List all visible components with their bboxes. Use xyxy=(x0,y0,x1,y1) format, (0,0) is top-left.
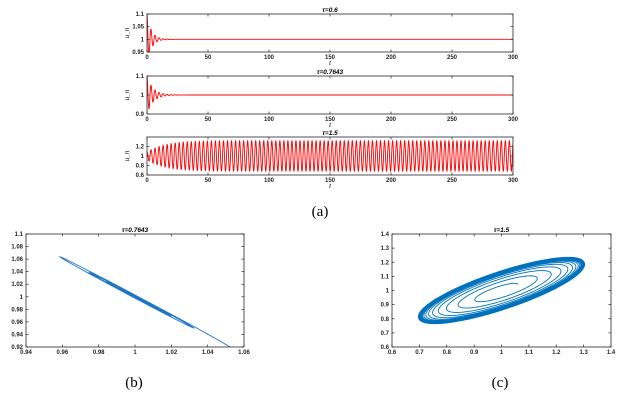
panel-b: 0.94 0.96 0.98 1 1.02 1.04 1.060.920.940.960.9… xyxy=(11,227,250,356)
y-tick-label: 1 xyxy=(141,37,145,43)
y-tick-label: 0.96 xyxy=(11,320,23,326)
limit-cycle xyxy=(417,256,586,325)
panel-a-top: 0 50 100 150 200 250 300 0.95 1 1.05 1.1 τ=0.6 t u_n xyxy=(124,7,519,67)
x-axis-label: t xyxy=(329,60,332,67)
y-tick-label: 1 xyxy=(141,154,145,160)
x-tick-label: 0.94 xyxy=(20,350,32,356)
caption-a: (a) xyxy=(312,204,329,220)
x-tick-label: 250 xyxy=(447,55,458,61)
y-tick-label: 1.04 xyxy=(11,270,23,276)
captions: (a) (b) (c) xyxy=(125,204,508,391)
x-tick-label: 1.1 xyxy=(525,350,534,356)
y-tick-label: 1.1 xyxy=(15,232,24,238)
y-tick-label: 1.06 xyxy=(11,257,23,263)
x-tick-label: 200 xyxy=(386,117,397,123)
y-tick-label: 1.1 xyxy=(136,12,145,18)
chart-title: τ=0.7643 xyxy=(122,227,149,234)
series-line xyxy=(147,76,513,110)
x-tick-label: 300 xyxy=(508,178,519,184)
x-tick-label: 0.8 xyxy=(443,350,452,356)
panel-a-bottom: 0 50 100 150 200 250 300 0.6 0.8 1 1.2 τ=1.5 t u_n xyxy=(124,130,519,190)
x-tick-label: 0.9 xyxy=(470,350,479,356)
chart-title: τ=0.6 xyxy=(322,7,338,14)
x-tick-label: 1.4 xyxy=(607,350,616,356)
y-tick-label: 0.98 xyxy=(11,307,23,313)
axes-box xyxy=(25,233,245,348)
y-tick-label: 0.7 xyxy=(381,331,390,337)
x-tick-label: 200 xyxy=(386,178,397,184)
y-tick-label: 0.9 xyxy=(136,112,145,118)
x-tick-label: 250 xyxy=(447,117,458,123)
y-tick-label: 1 xyxy=(20,295,24,301)
caption-b: (b) xyxy=(125,375,143,391)
panel-c: 0.6 0.7 0.8 0.9 1 1.1 1.2 1.3 1.4 0.6 0.7 0.8 0.9 1 1.… xyxy=(381,227,616,356)
x-tick-label: 1 xyxy=(500,350,504,356)
y-tick-label: 1.3 xyxy=(381,246,390,252)
x-tick-label: 250 xyxy=(447,178,458,184)
y-tick-label: 1.1 xyxy=(381,274,390,280)
y-tick-label: 0.94 xyxy=(11,332,23,338)
y-tick-label: 1.05 xyxy=(132,25,144,31)
axes-box xyxy=(146,13,514,53)
series-line xyxy=(147,14,513,52)
y-tick-label: 0.6 xyxy=(136,173,145,179)
x-tick-label: 100 xyxy=(264,117,275,123)
x-tick-label: 150 xyxy=(325,178,336,184)
panel-a-middle: 0 50 100 150 200 250 300 0.9 1 1.1 τ=0.7643 t u_n xyxy=(124,69,519,129)
x-tick-label: 0 xyxy=(145,178,149,184)
y-tick-label: 1.2 xyxy=(381,260,390,266)
y-tick-label: 0.95 xyxy=(132,50,144,56)
x-tick-label: 100 xyxy=(264,178,275,184)
chart-title: τ=1.5 xyxy=(322,130,338,137)
x-tick-label: 0 xyxy=(145,55,149,61)
y-tick-label: 1.08 xyxy=(11,245,23,251)
y-tick-label: 1 xyxy=(141,93,145,99)
y-axis-label: u_n xyxy=(124,89,131,100)
y-axis-label: u_n xyxy=(124,150,131,161)
y-tick-label: 1.02 xyxy=(11,282,23,288)
x-tick-label: 1.02 xyxy=(165,350,177,356)
x-tick-label: 150 xyxy=(325,117,336,123)
x-tick-label: 0 xyxy=(145,117,149,123)
chart-title: τ=1.5 xyxy=(494,227,510,234)
caption-c: (c) xyxy=(492,375,509,391)
y-tick-label: 0.9 xyxy=(381,303,390,309)
y-tick-label: 1 xyxy=(386,289,390,295)
x-tick-label: 50 xyxy=(205,55,212,61)
x-tick-label: 1 xyxy=(133,350,137,356)
y-tick-label: 0.8 xyxy=(136,164,145,170)
y-axis-label: u_n xyxy=(124,27,131,38)
x-tick-label: 1.2 xyxy=(552,350,561,356)
series-line xyxy=(147,139,513,172)
x-axis-label: t xyxy=(329,183,332,190)
chart-title: τ=0.7643 xyxy=(317,69,344,76)
x-tick-label: 0.96 xyxy=(56,350,68,356)
x-tick-label: 0.7 xyxy=(415,350,424,356)
x-tick-label: 300 xyxy=(508,117,519,123)
x-tick-label: 50 xyxy=(205,178,212,184)
y-tick-label: 0.6 xyxy=(381,345,390,351)
y-tick-label: 1.4 xyxy=(381,232,390,238)
x-tick-label: 1.06 xyxy=(238,350,250,356)
x-axis-label: t xyxy=(329,122,332,129)
trajectory xyxy=(58,255,231,347)
x-tick-label: 300 xyxy=(508,55,519,61)
x-tick-label: 100 xyxy=(264,55,275,61)
x-tick-label: 1.3 xyxy=(579,350,588,356)
axes-box xyxy=(391,233,612,348)
x-tick-label: 150 xyxy=(325,55,336,61)
x-tick-label: 1.04 xyxy=(202,350,214,356)
trajectory xyxy=(419,258,584,323)
y-tick-label: 0.8 xyxy=(381,317,390,323)
x-tick-label: 0.98 xyxy=(93,350,105,356)
x-tick-label: 0.6 xyxy=(388,350,397,356)
y-tick-label: 0.92 xyxy=(11,345,23,351)
x-tick-label: 50 xyxy=(205,117,212,123)
y-tick-label: 1.2 xyxy=(136,145,145,151)
x-tick-label: 200 xyxy=(386,55,397,61)
y-tick-label: 1.1 xyxy=(136,74,145,80)
